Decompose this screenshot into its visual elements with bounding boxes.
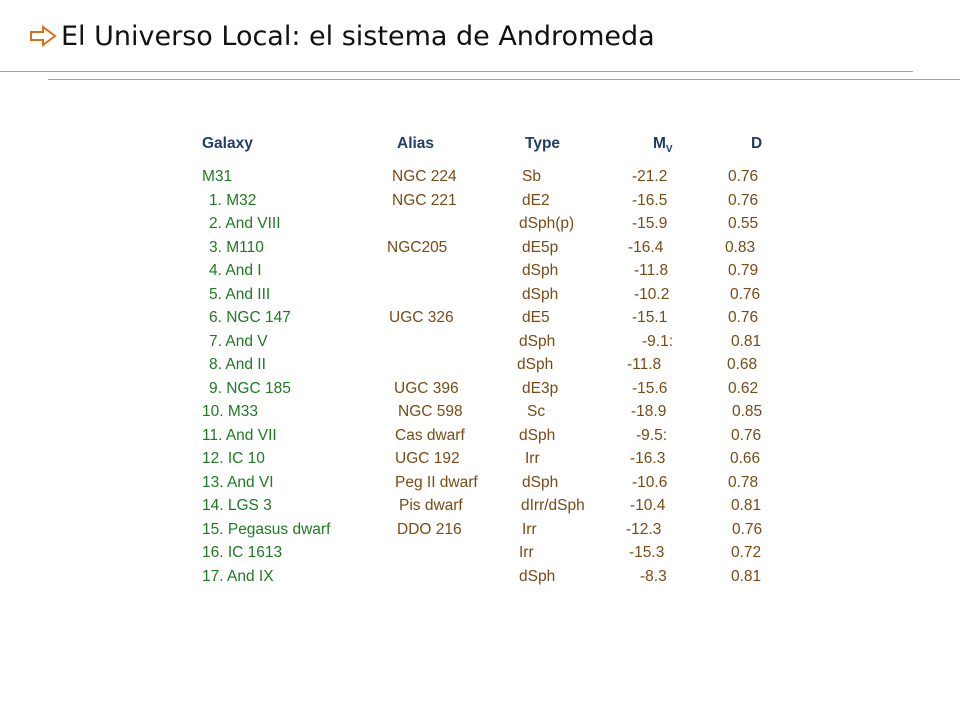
galaxy-distance-cell: 0.79 [728, 262, 759, 279]
galaxy-distance-cell: 0.76 [728, 191, 759, 209]
galaxy-distance-cell: 0.85 [732, 403, 763, 420]
galaxy-alias-cell: Pis dwarf [399, 497, 463, 514]
galaxy-alias-cell: DDO 216 [397, 520, 462, 538]
galaxy-mv-cell: -10.2 [634, 285, 670, 303]
galaxy-type-cell: dSph [517, 356, 554, 373]
galaxy-distance-cell: 0.68 [727, 356, 758, 373]
galaxy-distance-cell: 0.81 [731, 567, 762, 585]
header-alias: Alias [397, 135, 435, 152]
galaxy-distance-cell: 0.76 [730, 285, 761, 303]
galaxy-name-cell: 4. And I [209, 262, 262, 279]
galaxy-alias-cell: UGC 326 [389, 309, 454, 326]
header-type: Type [525, 135, 561, 152]
galaxy-alias-cell: NGC 221 [392, 191, 457, 209]
galaxy-alias-cell: Cas dwarf [395, 426, 465, 444]
galaxy-type-cell: dE5p [522, 238, 559, 256]
galaxy-mv-cell: -10.4 [630, 497, 666, 514]
galaxy-type-cell: Irr [525, 450, 540, 467]
galaxy-type-cell: dSph [519, 567, 556, 585]
galaxy-name-cell: 16. IC 1613 [202, 544, 283, 561]
galaxy-distance-cell: 0.83 [725, 238, 756, 256]
galaxy-type-cell: dIrr/dSph [521, 497, 585, 514]
galaxy-name-cell: 9. NGC 185 [209, 379, 291, 397]
galaxy-name-cell: 13. And VI [202, 473, 274, 491]
galaxy-type-cell: dE3p [522, 379, 559, 397]
galaxy-mv-cell: -10.6 [632, 473, 668, 491]
galaxy-type-cell: dSph(p) [519, 215, 575, 232]
galaxy-type-cell: dE5 [522, 309, 550, 326]
header-mv-sub: V [665, 144, 673, 156]
title-divider-top [0, 71, 913, 72]
galaxy-name-cell: 10. M33 [202, 403, 259, 420]
galaxy-name-cell: 3. M110 [209, 238, 264, 256]
galaxy-alias-cell: NGC 224 [392, 168, 457, 185]
header-mv-main: M [653, 135, 666, 152]
galaxy-name-cell: 1. M32 [209, 191, 257, 209]
galaxy-mv-cell: -16.5 [632, 191, 668, 209]
galaxy-distance-cell: 0.76 [732, 520, 763, 538]
galaxy-mv-cell: -11.8 [634, 262, 669, 279]
galaxy-name-cell: 11. And VII [202, 426, 277, 444]
galaxy-name-cell: 7. And V [209, 332, 268, 350]
header-d: D [751, 135, 763, 152]
galaxy-mv-cell: -11.8 [627, 356, 662, 373]
title-divider-bottom [48, 79, 960, 80]
galaxy-type-cell: dSph [519, 332, 556, 350]
galaxy-name-cell: 12. IC 10 [202, 450, 265, 467]
galaxy-alias-cell: NGC205 [387, 238, 448, 256]
galaxy-mv-cell: -16.3 [630, 450, 666, 467]
galaxy-mv-cell: -12.3 [626, 520, 662, 538]
header-mv: MV [653, 135, 673, 155]
galaxy-distance-cell: 0.76 [728, 309, 759, 326]
galaxy-distance-cell: 0.55 [728, 215, 759, 232]
galaxy-mv-cell: -9.1: [642, 332, 674, 350]
galaxy-distance-cell: 0.76 [731, 426, 762, 444]
galaxy-distance-cell: 0.76 [728, 168, 759, 185]
galaxy-name-cell: 2. And VIII [209, 215, 281, 232]
galaxy-name-cell: 15. Pegasus dwarf [202, 520, 331, 538]
galaxy-type-cell: dSph [519, 426, 556, 444]
galaxy-mv-cell: -15.6 [632, 379, 668, 397]
galaxy-type-cell: dSph [522, 262, 559, 279]
galaxy-distance-cell: 0.78 [728, 473, 759, 491]
galaxy-mv-cell: -15.3 [629, 544, 665, 561]
galaxy-mv-cell: -16.4 [628, 238, 664, 256]
galaxy-name-cell: 6. NGC 147 [209, 309, 291, 326]
galaxy-name-cell: 5. And III [209, 285, 271, 303]
galaxy-mv-cell: -8.3 [640, 567, 667, 585]
galaxy-name-cell: 17. And IX [202, 567, 274, 585]
galaxy-alias-cell: NGC 598 [398, 403, 463, 420]
galaxy-type-cell: Irr [519, 544, 534, 561]
galaxy-type-cell: dSph [522, 473, 559, 491]
galaxy-type-cell: dSph [522, 285, 559, 303]
galaxy-distance-cell: 0.62 [728, 379, 759, 397]
galaxy-alias-cell: Peg II dwarf [395, 473, 478, 491]
galaxy-distance-cell: 0.72 [731, 544, 762, 561]
galaxy-mv-cell: -15.1 [632, 309, 668, 326]
galaxy-distance-cell: 0.66 [730, 450, 761, 467]
galaxy-name-cell: 14. LGS 3 [202, 497, 272, 514]
arrow-right-outline-icon [28, 25, 58, 47]
galaxy-mv-cell: -15.9 [632, 215, 668, 232]
slide-title: El Universo Local: el sistema de Androme… [28, 18, 655, 54]
galaxy-type-cell: Sb [522, 168, 541, 185]
galaxy-type-cell: Sc [527, 403, 546, 420]
galaxy-type-cell: dE2 [522, 191, 550, 209]
galaxy-alias-cell: UGC 396 [394, 379, 459, 397]
galaxy-alias-cell: UGC 192 [395, 450, 460, 467]
galaxy-name-cell: 8. And II [209, 356, 266, 373]
slide-title-text: El Universo Local: el sistema de Androme… [61, 20, 655, 52]
galaxy-name-cell: M31 [202, 168, 233, 185]
galaxy-mv-cell: -9.5: [636, 426, 668, 444]
galaxy-distance-cell: 0.81 [731, 332, 762, 350]
galaxy-mv-cell: -18.9 [631, 403, 667, 420]
galaxy-mv-cell: -21.2 [632, 168, 668, 185]
galaxy-distance-cell: 0.81 [731, 497, 762, 514]
header-galaxy: Galaxy [202, 135, 253, 152]
galaxy-type-cell: Irr [522, 520, 537, 538]
